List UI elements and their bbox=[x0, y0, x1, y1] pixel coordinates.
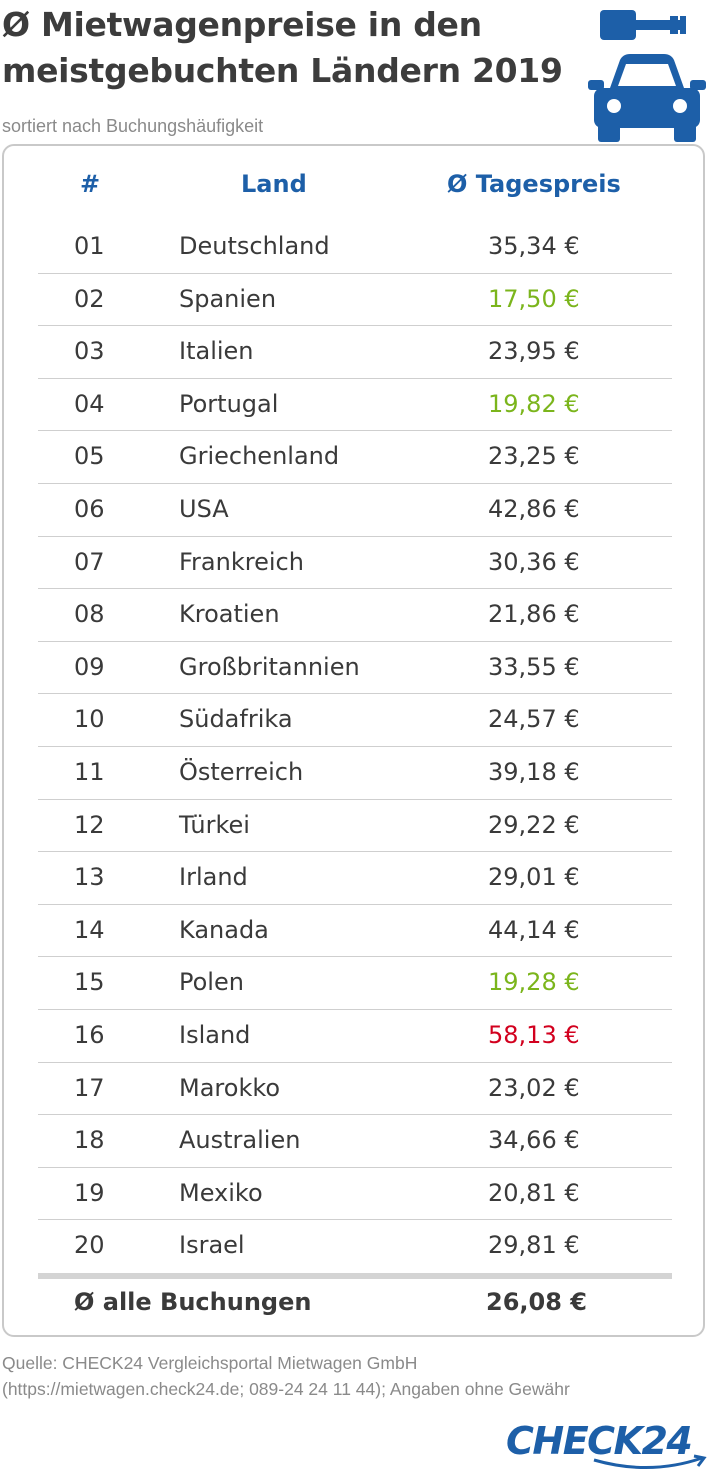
table-row: 05 Griechenland 23,25 € bbox=[38, 431, 672, 484]
row-country: Südafrika bbox=[179, 705, 293, 734]
row-price: 19,82 € bbox=[488, 389, 580, 418]
row-country: Österreich bbox=[179, 757, 304, 786]
row-price: 17,50 € bbox=[488, 284, 580, 313]
source-line-1: Quelle: CHECK24 Vergleichsportal Mietwag… bbox=[2, 1353, 418, 1373]
table-row: 01 Deutschland 35,34 € bbox=[38, 221, 672, 274]
row-price: 24,57 € bbox=[488, 705, 580, 734]
row-price: 29,01 € bbox=[488, 863, 580, 892]
row-rank: 17 bbox=[74, 1073, 105, 1102]
row-price: 42,86 € bbox=[488, 494, 580, 523]
row-price: 19,28 € bbox=[488, 968, 580, 997]
table-row: 11 Österreich 39,18 € bbox=[38, 747, 672, 800]
row-country: Griechenland bbox=[179, 442, 340, 471]
table-row: 17 Marokko 23,02 € bbox=[38, 1063, 672, 1116]
table-row: 09 Großbritannien 33,55 € bbox=[38, 642, 672, 695]
source-note: Quelle: CHECK24 Vergleichsportal Mietwag… bbox=[2, 1350, 702, 1402]
table-row: 02 Spanien 17,50 € bbox=[38, 274, 672, 327]
row-country: Portugal bbox=[179, 389, 279, 418]
row-rank: 19 bbox=[74, 1178, 105, 1207]
row-rank: 02 bbox=[74, 284, 105, 313]
row-rank: 04 bbox=[74, 389, 105, 418]
logo-swoosh bbox=[593, 1454, 707, 1470]
table-row: 04 Portugal 19,82 € bbox=[38, 379, 672, 432]
total-value: 26,08 € bbox=[486, 1288, 587, 1316]
row-price: 23,95 € bbox=[488, 337, 580, 366]
row-rank: 15 bbox=[74, 968, 105, 997]
total-label: Ø alle Buchungen bbox=[74, 1288, 312, 1316]
table-row: 15 Polen 19,28 € bbox=[38, 957, 672, 1010]
row-price: 23,02 € bbox=[488, 1073, 580, 1102]
title-line-1: Ø Mietwagenpreise in den bbox=[2, 5, 482, 44]
row-price: 44,14 € bbox=[488, 915, 580, 944]
row-rank: 11 bbox=[74, 757, 105, 786]
row-price: 39,18 € bbox=[488, 757, 580, 786]
check24-logo: CHECK24 bbox=[506, 1419, 693, 1463]
table-row: 16 Island 58,13 € bbox=[38, 1010, 672, 1063]
row-rank: 01 bbox=[74, 232, 105, 260]
row-rank: 18 bbox=[74, 1126, 105, 1155]
title-line-2: meistgebuchten Ländern 2019 bbox=[2, 51, 563, 90]
row-country: Kanada bbox=[179, 915, 269, 944]
table-row: 20 Israel 29,81 € bbox=[38, 1220, 672, 1273]
row-country: Irland bbox=[179, 863, 248, 892]
column-header-country: Land bbox=[241, 170, 307, 198]
row-rank: 13 bbox=[74, 863, 105, 892]
row-price: 58,13 € bbox=[488, 1020, 580, 1049]
row-country: Polen bbox=[179, 968, 244, 997]
column-header-price: Ø Tagespreis bbox=[447, 170, 621, 198]
table-row: 03 Italien 23,95 € bbox=[38, 326, 672, 379]
table-row: 19 Mexiko 20,81 € bbox=[38, 1168, 672, 1221]
table-row: 12 Türkei 29,22 € bbox=[38, 800, 672, 853]
row-country: Türkei bbox=[179, 810, 250, 839]
row-country: Deutschland bbox=[179, 232, 330, 260]
row-rank: 07 bbox=[74, 547, 105, 576]
row-country: Frankreich bbox=[179, 547, 304, 576]
row-price: 35,34 € bbox=[488, 232, 580, 260]
column-header-rank: # bbox=[80, 170, 101, 198]
table-row: 08 Kroatien 21,86 € bbox=[38, 589, 672, 642]
table-row: 13 Irland 29,01 € bbox=[38, 852, 672, 905]
row-price: 29,22 € bbox=[488, 810, 580, 839]
row-price: 33,55 € bbox=[488, 652, 580, 681]
row-country: USA bbox=[179, 494, 229, 523]
row-country: Spanien bbox=[179, 284, 277, 313]
row-price: 29,81 € bbox=[488, 1231, 580, 1260]
row-country: Italien bbox=[179, 337, 254, 366]
row-rank: 12 bbox=[74, 810, 105, 839]
table-row: 18 Australien 34,66 € bbox=[38, 1115, 672, 1168]
price-table-card bbox=[2, 144, 705, 1337]
table-row: 06 USA 42,86 € bbox=[38, 484, 672, 537]
row-rank: 06 bbox=[74, 494, 105, 523]
row-country: Großbritannien bbox=[179, 652, 360, 681]
subtitle: sortiert nach Buchungshäufigkeit bbox=[2, 116, 264, 136]
row-rank: 09 bbox=[74, 652, 105, 681]
table-row: 10 Südafrika 24,57 € bbox=[38, 694, 672, 747]
page-title: Ø Mietwagenpreise in den meistgebuchten … bbox=[2, 2, 592, 94]
row-rank: 05 bbox=[74, 442, 105, 471]
row-rank: 20 bbox=[74, 1231, 105, 1260]
row-country: Israel bbox=[179, 1231, 245, 1260]
row-country: Mexiko bbox=[179, 1178, 263, 1207]
row-country: Marokko bbox=[179, 1073, 281, 1102]
table-row: 14 Kanada 44,14 € bbox=[38, 905, 672, 958]
row-rank: 14 bbox=[74, 915, 105, 944]
row-price: 34,66 € bbox=[488, 1126, 580, 1155]
row-country: Kroatien bbox=[179, 600, 280, 629]
row-country: Island bbox=[179, 1020, 251, 1049]
price-table-body: 01 Deutschland 35,34 € 02 Spanien 17,50 € 03 It… bbox=[38, 221, 672, 1273]
total-divider bbox=[38, 1273, 672, 1279]
row-rank: 03 bbox=[74, 337, 105, 366]
row-rank: 16 bbox=[74, 1020, 105, 1049]
source-line-2: (https://mietwagen.check24.de; 089-24 24… bbox=[2, 1379, 570, 1399]
car-key-icon bbox=[600, 10, 686, 40]
row-price: 23,25 € bbox=[488, 442, 580, 471]
row-price: 30,36 € bbox=[488, 547, 580, 576]
row-price: 20,81 € bbox=[488, 1178, 580, 1207]
row-price: 21,86 € bbox=[488, 600, 580, 629]
row-country: Australien bbox=[179, 1126, 301, 1155]
car-icon bbox=[588, 54, 706, 142]
table-row: 07 Frankreich 30,36 € bbox=[38, 537, 672, 590]
row-rank: 10 bbox=[74, 705, 105, 734]
row-rank: 08 bbox=[74, 600, 105, 629]
